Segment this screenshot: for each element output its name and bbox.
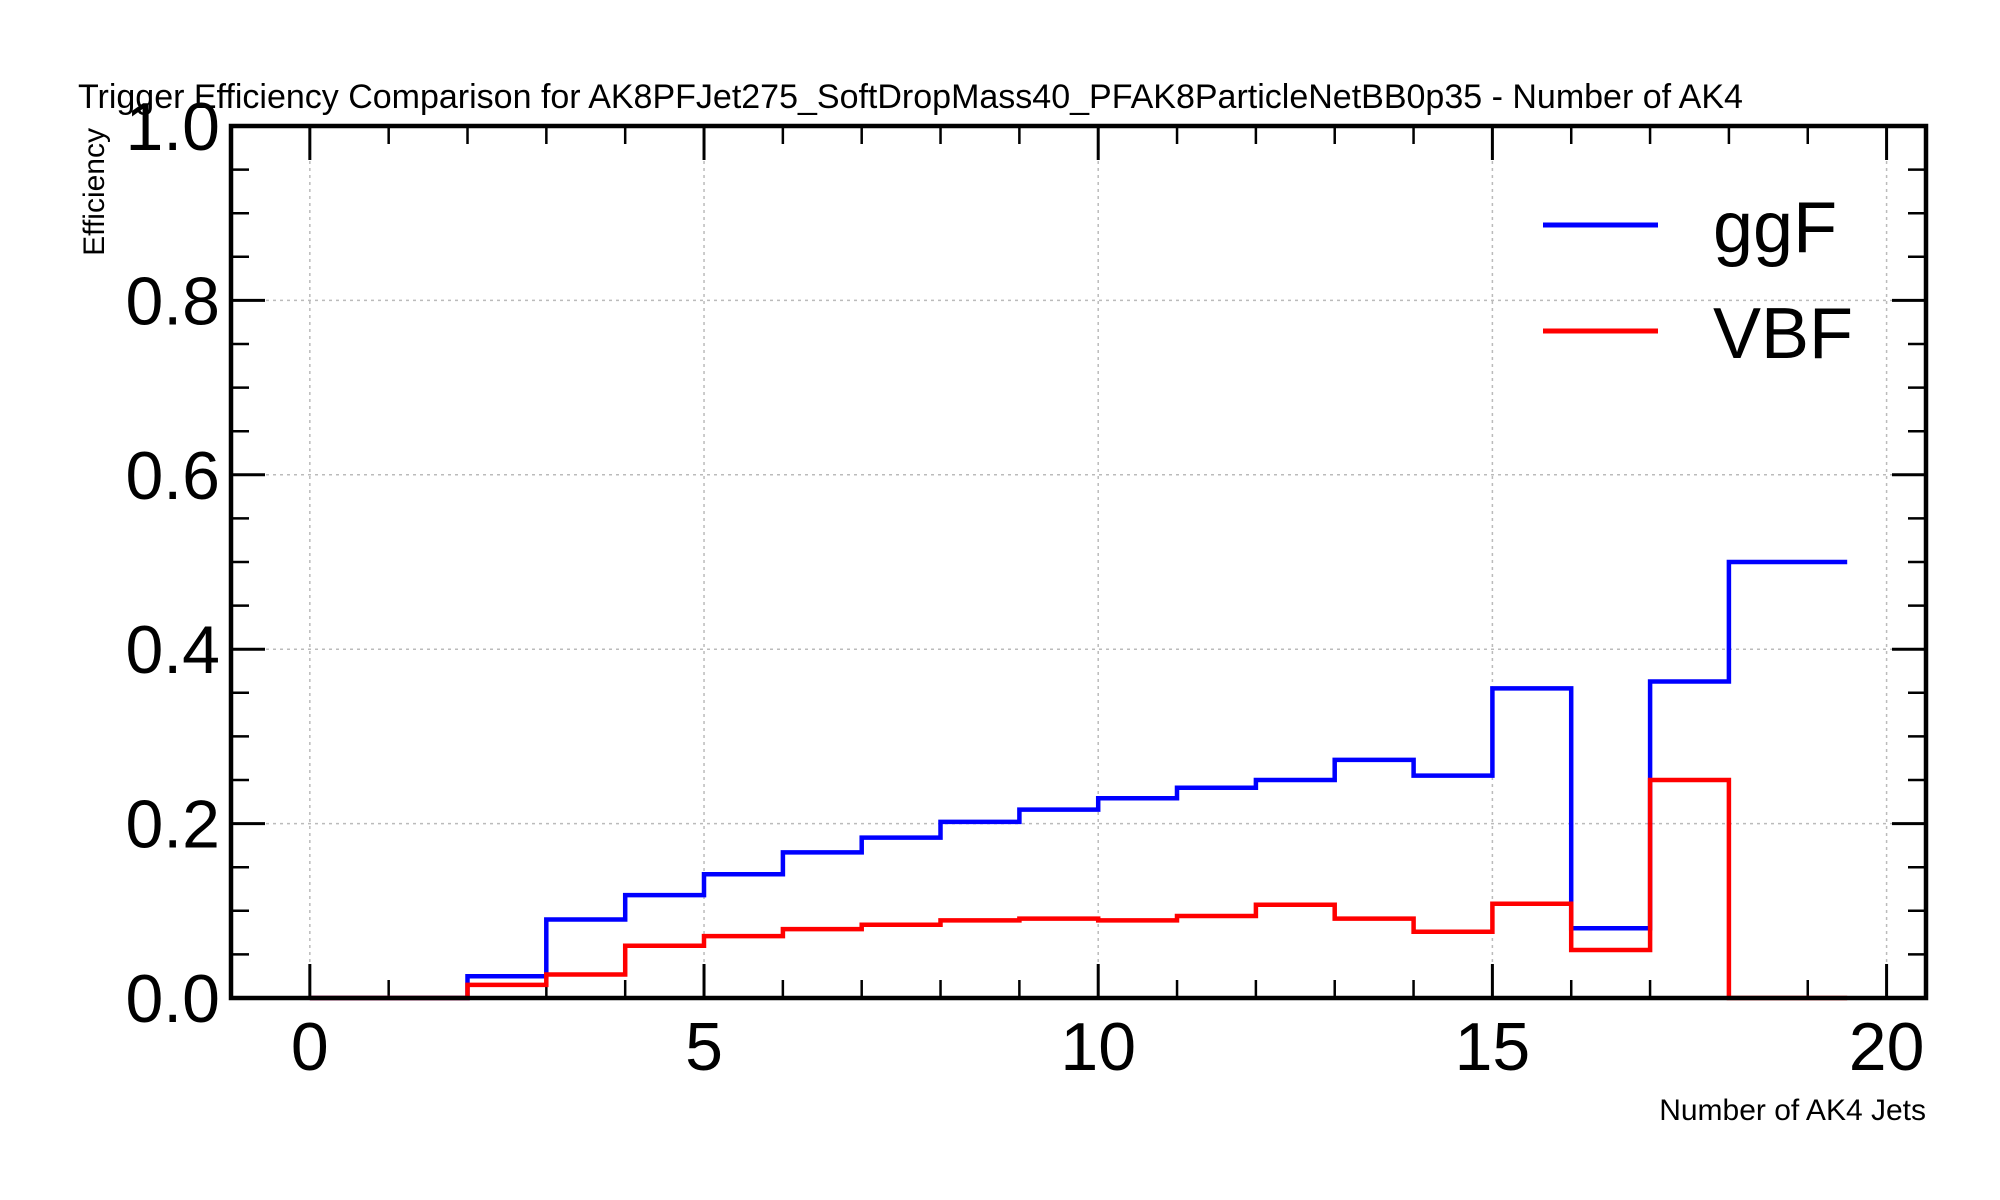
chart-title: Trigger Efficiency Comparison for AK8PFJ… xyxy=(78,78,1743,116)
series-layer xyxy=(309,559,1848,1001)
x-tick-label: 0 xyxy=(291,1009,329,1085)
grid xyxy=(231,125,1926,999)
y-tick-label: 0.4 xyxy=(125,612,220,688)
x-axis-label: Number of AK4 Jets xyxy=(1659,1094,1926,1127)
legend: ggF VBF xyxy=(1543,188,1853,374)
y-axis-label: Efficiency xyxy=(78,128,111,256)
minor-ticks xyxy=(229,126,1926,998)
y-tick-label: 0.8 xyxy=(125,263,220,339)
y-tick-label: 1.0 xyxy=(125,89,220,165)
series-step-line-ggf xyxy=(309,559,1848,1001)
y-axis-ticks: 0.0 0.2 0.4 0.6 0.8 1.0 xyxy=(125,89,1926,1037)
x-tick-label: 20 xyxy=(1849,1009,1925,1085)
series-step-line-vbf xyxy=(309,777,1848,1001)
y-tick-label: 0.0 xyxy=(125,961,220,1037)
x-tick-label: 15 xyxy=(1455,1009,1531,1085)
plot-frame xyxy=(228,123,1929,1001)
legend-label-ggf: ggF xyxy=(1713,188,1837,268)
legend-label-vbf: VBF xyxy=(1713,294,1853,374)
x-tick-label: 5 xyxy=(685,1009,723,1085)
y-tick-label: 0.2 xyxy=(125,787,220,863)
x-axis-ticks: 0 5 10 15 20 xyxy=(291,126,1924,1085)
y-tick-label: 0.6 xyxy=(125,438,220,514)
x-tick-label: 10 xyxy=(1060,1009,1136,1085)
